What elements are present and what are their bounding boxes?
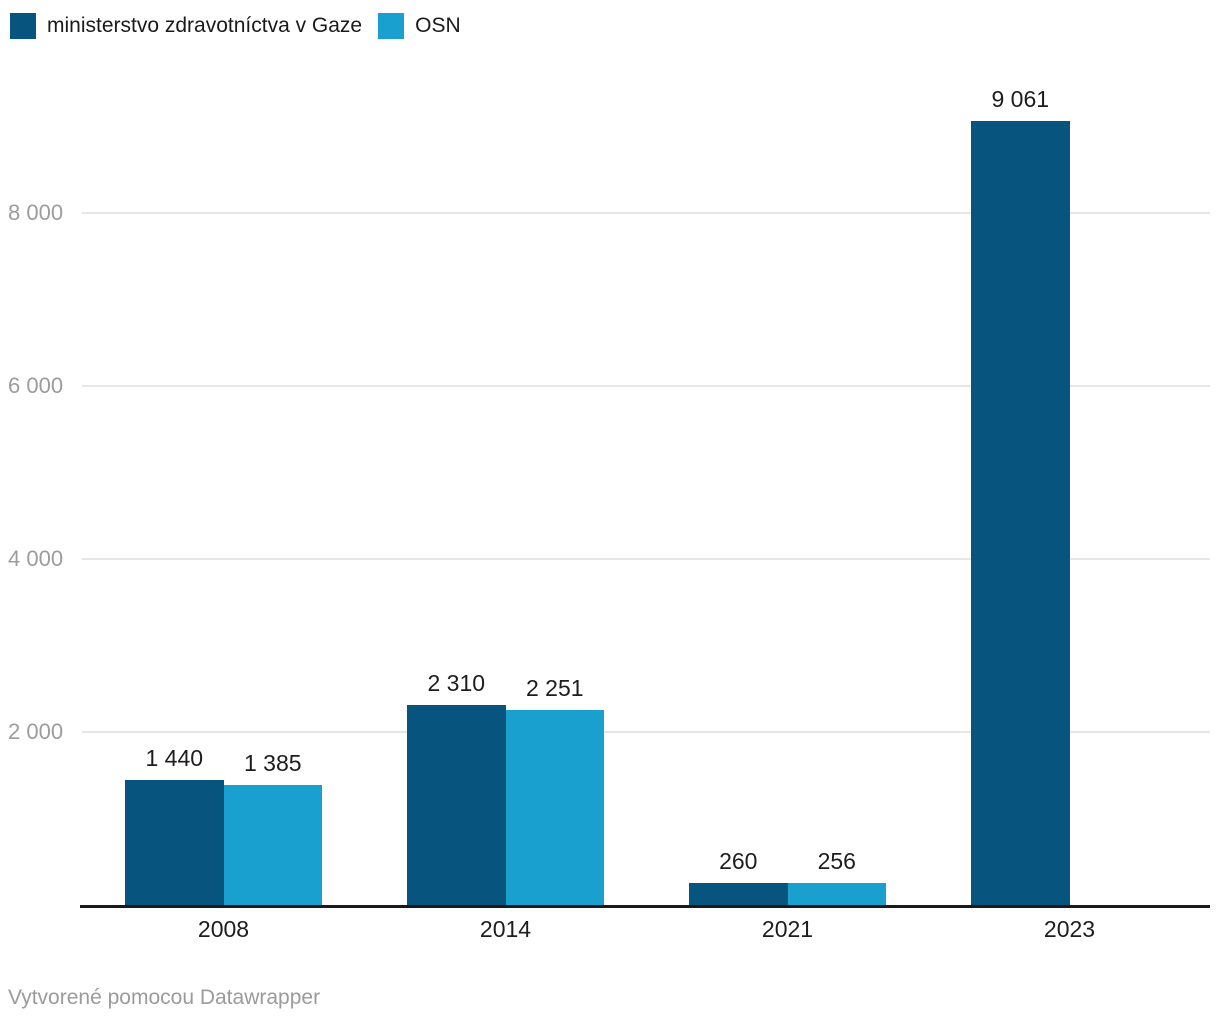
legend-item-ministry: ministerstvo zdravotníctva v Gaze (10, 12, 362, 39)
bar-ministry-2008[interactable] (125, 780, 224, 905)
gridline-2000 (82, 731, 1210, 733)
bar-osn-2014[interactable] (505, 710, 604, 905)
bar-value-label-ministry-2014: 2 310 (427, 670, 486, 697)
bar-ministry-2023[interactable] (971, 121, 1070, 905)
legend: ministerstvo zdravotníctva v Gaze OSN (10, 12, 461, 39)
bar-value-label-ministry-2023: 9 061 (991, 86, 1050, 113)
x-axis-label-2014: 2014 (479, 916, 532, 942)
legend-label-osn: OSN (415, 14, 461, 37)
y-axis-label-4000: 4 000 (8, 546, 64, 571)
gridline-4000 (82, 558, 1210, 560)
bar-osn-2008[interactable] (223, 785, 322, 905)
y-axis-label-8000: 8 000 (8, 200, 64, 225)
y-axis-label-2000: 2 000 (8, 719, 64, 744)
legend-swatch-ministry (10, 12, 36, 39)
bar-ministry-2014[interactable] (407, 705, 506, 905)
y-axis-label-6000: 6 000 (8, 373, 64, 398)
legend-swatch-osn (378, 12, 405, 39)
bar-osn-2021[interactable] (787, 882, 886, 905)
legend-label-ministry: ministerstvo zdravotníctva v Gaze (47, 14, 363, 37)
x-axis-label-2008: 2008 (197, 916, 250, 942)
legend-item-osn: OSN (378, 12, 461, 39)
bar-value-label-osn-2014: 2 251 (525, 675, 584, 702)
bar-value-label-osn-2021: 256 (817, 847, 856, 874)
datawrapper-attribution-link[interactable]: Vytvorené pomocou Datawrapper (8, 986, 321, 1009)
x-axis-label-2021: 2021 (761, 916, 814, 942)
x-axis-label-2023: 2023 (1043, 916, 1096, 942)
bar-ministry-2021[interactable] (689, 882, 788, 905)
bar-value-label-osn-2008: 1 385 (243, 750, 302, 777)
bar-value-label-ministry-2021: 260 (719, 847, 758, 874)
x-axis-line (80, 905, 1210, 908)
gridline-6000 (82, 385, 1210, 387)
bar-value-label-ministry-2008: 1 440 (145, 745, 204, 772)
gridline-8000 (82, 212, 1210, 214)
